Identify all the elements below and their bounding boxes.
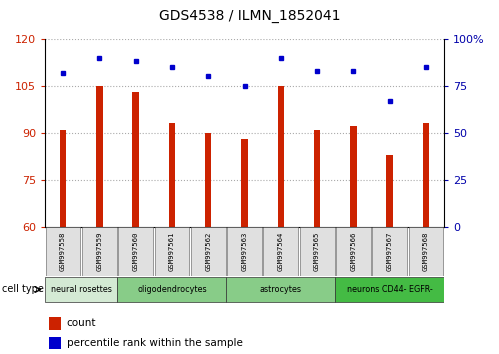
FancyBboxPatch shape: [263, 227, 298, 276]
Text: cell type: cell type: [2, 284, 44, 294]
Text: neurons CD44- EGFR-: neurons CD44- EGFR-: [347, 285, 433, 294]
Bar: [60, 130, 66, 227]
Text: GSM997560: GSM997560: [133, 232, 139, 271]
Text: GSM997564: GSM997564: [278, 232, 284, 271]
FancyBboxPatch shape: [372, 227, 407, 276]
FancyBboxPatch shape: [409, 227, 444, 276]
Text: GSM997567: GSM997567: [387, 232, 393, 271]
Bar: [314, 130, 320, 227]
Text: GSM997563: GSM997563: [242, 232, 248, 271]
Text: GSM997568: GSM997568: [423, 232, 429, 271]
Bar: [423, 124, 429, 227]
Text: oligodendrocytes: oligodendrocytes: [137, 285, 207, 294]
Text: percentile rank within the sample: percentile rank within the sample: [67, 338, 243, 348]
FancyBboxPatch shape: [117, 277, 227, 302]
Text: GSM997565: GSM997565: [314, 232, 320, 271]
Text: neural rosettes: neural rosettes: [51, 285, 112, 294]
Text: GDS4538 / ILMN_1852041: GDS4538 / ILMN_1852041: [159, 9, 340, 23]
Text: GSM997558: GSM997558: [60, 232, 66, 271]
Bar: [132, 92, 139, 227]
FancyBboxPatch shape: [191, 227, 226, 276]
FancyBboxPatch shape: [227, 277, 335, 302]
Bar: [277, 86, 284, 227]
FancyBboxPatch shape: [155, 227, 189, 276]
Bar: [169, 124, 175, 227]
FancyBboxPatch shape: [300, 227, 334, 276]
FancyBboxPatch shape: [45, 227, 80, 276]
FancyBboxPatch shape: [335, 277, 444, 302]
FancyBboxPatch shape: [227, 227, 262, 276]
Text: GSM997562: GSM997562: [205, 232, 211, 271]
Text: count: count: [67, 318, 96, 329]
Bar: [49, 337, 61, 349]
Bar: [350, 126, 357, 227]
Bar: [49, 317, 61, 330]
Text: astrocytes: astrocytes: [260, 285, 302, 294]
FancyBboxPatch shape: [118, 227, 153, 276]
FancyBboxPatch shape: [82, 227, 117, 276]
Bar: [96, 86, 103, 227]
Bar: [241, 139, 248, 227]
Text: GSM997559: GSM997559: [96, 232, 102, 271]
FancyBboxPatch shape: [45, 277, 117, 302]
FancyBboxPatch shape: [336, 227, 371, 276]
Text: GSM997566: GSM997566: [350, 232, 356, 271]
Bar: [386, 155, 393, 227]
Text: GSM997561: GSM997561: [169, 232, 175, 271]
Bar: [205, 133, 212, 227]
